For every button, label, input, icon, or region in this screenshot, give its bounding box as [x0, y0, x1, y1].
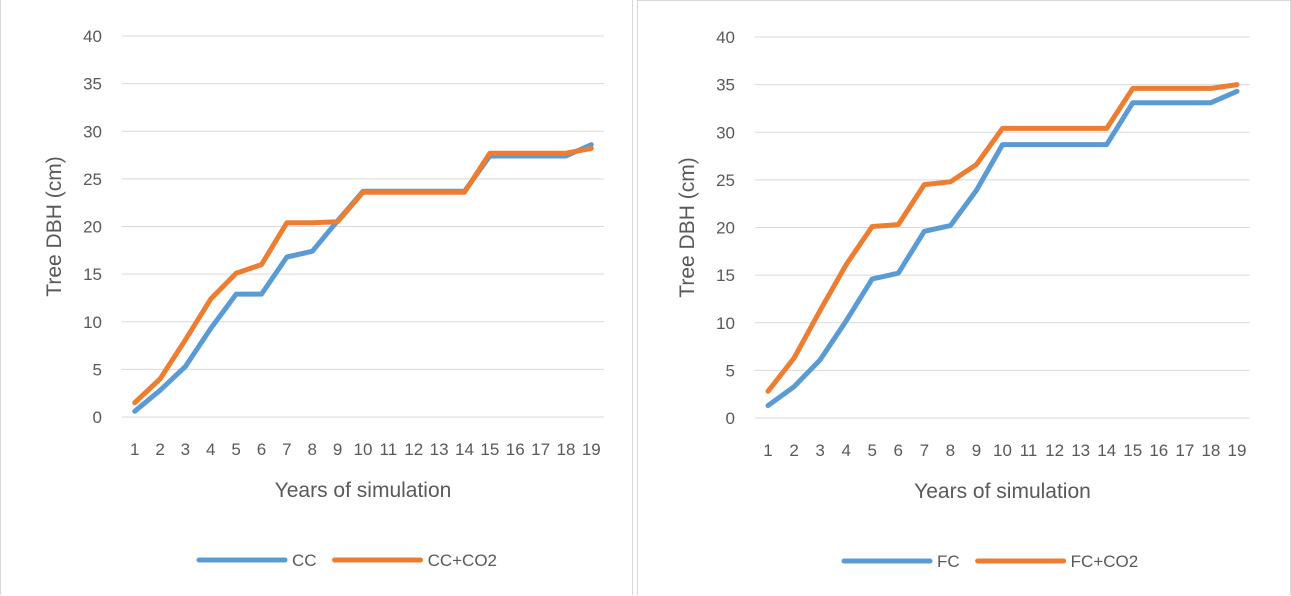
- x-tick-label: 13: [1071, 441, 1090, 460]
- x-tick-label: 10: [993, 441, 1012, 460]
- x-tick-label: 6: [257, 440, 266, 459]
- x-tick-label: 4: [206, 440, 215, 459]
- legend-label: CC: [292, 551, 317, 570]
- chart-panel-left: 0 5 10 15 20 25 30 35 40 1 2 3 4 5 6 7 8 9 10 11 12 13 14 15 16 1…: [0, 0, 633, 595]
- y-tick-label: 40: [716, 28, 735, 47]
- y-axis-title: Tree DBH (cm): [676, 157, 699, 297]
- y-tick-label: 25: [716, 171, 735, 190]
- x-tick-label: 1: [130, 440, 139, 459]
- x-tick-label: 3: [815, 441, 824, 460]
- x-tick-label: 12: [1045, 441, 1064, 460]
- y-tick-label: 10: [83, 313, 102, 332]
- y-tick-label: 5: [93, 360, 102, 379]
- y-tick-label: 40: [83, 27, 102, 46]
- series-line-fc-co2: [765, 82, 1240, 394]
- x-tick-label: 11: [1020, 441, 1038, 460]
- x-tick-label: 13: [430, 440, 449, 459]
- x-tick-label: 2: [789, 441, 798, 460]
- legend-label: CC+CO2: [428, 551, 497, 570]
- x-tick-label: 15: [1123, 441, 1142, 460]
- y-tick-label: 10: [716, 314, 735, 333]
- x-tick-label: 8: [946, 441, 955, 460]
- x-tick-label: 16: [1149, 441, 1168, 460]
- x-tick-label: 7: [920, 441, 929, 460]
- x-tick-label: 19: [582, 440, 601, 459]
- y-axis-title: Tree DBH (cm): [43, 156, 66, 296]
- x-tick-label: 14: [455, 440, 474, 459]
- y-tick-label: 35: [83, 75, 102, 94]
- x-axis-title: Years of simulation: [275, 479, 452, 502]
- x-tick-label: 16: [506, 440, 525, 459]
- legend-label: FC+CO2: [1071, 552, 1139, 571]
- series-line-cc-co2: [132, 145, 594, 406]
- x-tick-label: 2: [155, 440, 164, 459]
- y-tick-label: 20: [83, 218, 102, 237]
- x-tick-label: 14: [1097, 441, 1116, 460]
- x-tick-label: 17: [1175, 441, 1194, 460]
- y-tick-label: 30: [716, 123, 735, 142]
- x-axis-title: Years of simulation: [914, 480, 1091, 503]
- y-tick-label: 15: [83, 265, 102, 284]
- x-tick-label: 12: [404, 440, 423, 459]
- x-tick-label: 4: [841, 441, 850, 460]
- x-tick-label: 3: [181, 440, 190, 459]
- x-tick-label: 8: [308, 440, 317, 459]
- series-line-fc: [765, 88, 1240, 409]
- y-tick-label: 15: [716, 266, 735, 285]
- y-tick-label: 30: [83, 122, 102, 141]
- x-tick-label: 6: [894, 441, 903, 460]
- y-tick-label: 0: [726, 409, 735, 428]
- x-tick-label: 1: [763, 441, 772, 460]
- x-tick-label: 7: [282, 440, 291, 459]
- x-tick-label: 17: [531, 440, 550, 459]
- x-tick-label: 18: [556, 440, 575, 459]
- x-tick-label: 10: [354, 440, 373, 459]
- x-tick-label: 5: [231, 440, 240, 459]
- y-tick-label: 5: [726, 361, 735, 380]
- x-tick-label: 9: [972, 441, 981, 460]
- chart-panel-right: 0 5 10 15 20 25 30 35 40 1 2 3 4 5 6 7 8 9 10 11 12 13 14 15 16 1…: [637, 0, 1291, 595]
- x-tick-label: 11: [380, 440, 398, 459]
- y-tick-label: 0: [93, 408, 102, 427]
- series-line-cc: [132, 142, 594, 414]
- x-tick-label: 19: [1228, 441, 1247, 460]
- x-tick-label: 5: [868, 441, 877, 460]
- x-tick-label: 9: [333, 440, 342, 459]
- y-tick-label: 25: [83, 170, 102, 189]
- x-tick-label: 18: [1201, 441, 1220, 460]
- y-tick-label: 20: [716, 219, 735, 238]
- y-tick-label: 35: [716, 76, 735, 95]
- legend-label: FC: [937, 552, 960, 571]
- x-tick-label: 15: [480, 440, 499, 459]
